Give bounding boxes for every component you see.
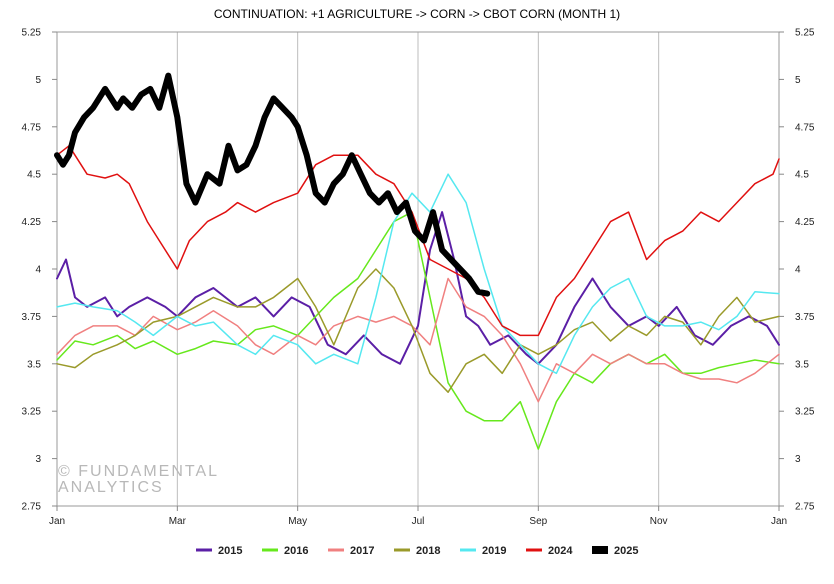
y-tick-label-left: 4.25 bbox=[22, 217, 42, 228]
y-tick-label-left: 5 bbox=[35, 75, 41, 86]
y-tick-label-right: 4 bbox=[795, 265, 801, 276]
legend-label-2017: 2017 bbox=[350, 545, 374, 557]
y-tick-label-left: 4.5 bbox=[27, 170, 41, 181]
y-tick-label-left: 2.75 bbox=[22, 502, 42, 513]
x-tick-label: Jan bbox=[49, 516, 65, 527]
legend-label-2018: 2018 bbox=[416, 545, 440, 557]
legend-label-2024: 2024 bbox=[548, 545, 573, 557]
series-line-2025 bbox=[54, 72, 491, 297]
y-tick-label-right: 3 bbox=[795, 454, 801, 465]
y-tick-label-right: 5.25 bbox=[795, 28, 815, 39]
y-tick-label-left: 3 bbox=[35, 454, 41, 465]
y-tick-label-right: 4.25 bbox=[795, 217, 815, 228]
gridlines bbox=[56, 32, 780, 506]
series-line-2017 bbox=[56, 277, 780, 403]
x-tick-label: Jan bbox=[771, 516, 787, 527]
legend: 2015 2016 2017 2018 2019 2024 2025 bbox=[196, 545, 638, 557]
y-tick-label-right: 4.75 bbox=[795, 122, 815, 133]
legend-label-2015: 2015 bbox=[218, 545, 242, 557]
x-tick-label: Sep bbox=[529, 516, 547, 527]
y-tick-label-right: 4.5 bbox=[795, 170, 809, 181]
y-axis-right: 2.75 3 3.25 3.5 3.75 4 4.25 4.5 4.75 5 5.25 bbox=[779, 28, 815, 513]
legend-label-2025: 2025 bbox=[614, 545, 638, 557]
watermark-line-2: ANALYTICS bbox=[58, 479, 164, 496]
series-line-2015 bbox=[56, 211, 780, 365]
chart-title: CONTINUATION: +1 AGRICULTURE -> CORN -> … bbox=[214, 7, 620, 21]
y-tick-label-left: 5.25 bbox=[22, 28, 42, 39]
y-axis-left: 2.75 3 3.25 3.5 3.75 4 4.25 4.5 4.75 5 5.25 bbox=[22, 28, 57, 513]
y-tick-label-right: 3.75 bbox=[795, 312, 815, 323]
series-lines bbox=[54, 72, 780, 450]
y-tick-label-right: 3.5 bbox=[795, 359, 809, 370]
y-tick-label-left: 3.75 bbox=[22, 312, 42, 323]
x-tick-label: Jul bbox=[412, 516, 425, 527]
y-tick-label-left: 4.75 bbox=[22, 122, 42, 133]
series-line-2016 bbox=[56, 211, 780, 450]
y-tick-label-right: 3.25 bbox=[795, 407, 815, 418]
legend-label-2019: 2019 bbox=[482, 545, 506, 557]
watermark: © FUNDAMENTAL ANALYTICS bbox=[58, 463, 219, 496]
x-tick-label: Nov bbox=[650, 516, 668, 527]
y-tick-label-left: 3.5 bbox=[27, 359, 41, 370]
y-tick-label-left: 3.25 bbox=[22, 407, 42, 418]
y-tick-label-right: 2.75 bbox=[795, 502, 815, 513]
y-tick-label-right: 5 bbox=[795, 75, 801, 86]
x-axis: Jan Mar May Jul Sep Nov Jan bbox=[49, 506, 787, 527]
x-tick-label: May bbox=[288, 516, 307, 527]
x-tick-label: Mar bbox=[169, 516, 187, 527]
legend-label-2016: 2016 bbox=[284, 545, 308, 557]
watermark-line-1: © FUNDAMENTAL bbox=[58, 463, 219, 480]
y-tick-label-left: 4 bbox=[35, 265, 41, 276]
